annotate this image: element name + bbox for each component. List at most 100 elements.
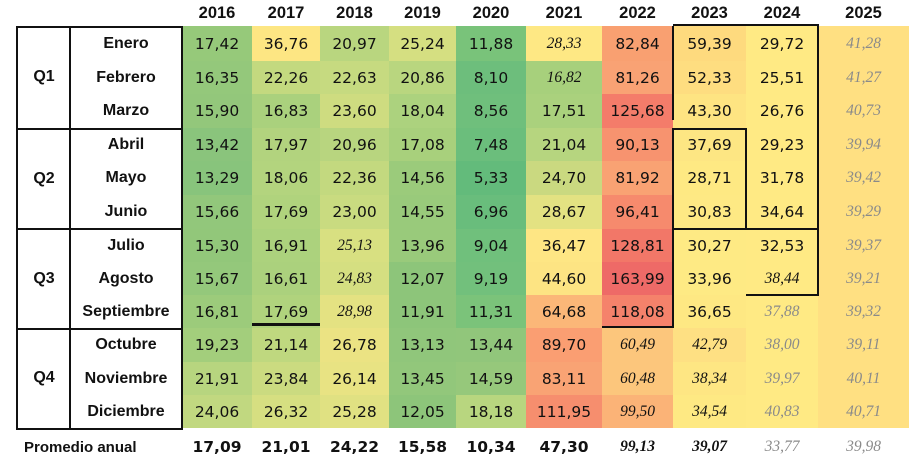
value-cell: 17,69	[252, 295, 320, 328]
highlight-lower	[746, 294, 818, 296]
average-value: 10,34	[466, 438, 516, 456]
value-cell: 12,05	[389, 395, 456, 428]
month-label: Julio	[107, 236, 145, 254]
value-cell: 163,99	[602, 262, 673, 295]
value-cell: 13,45	[389, 362, 456, 395]
value-cell: 40,11	[818, 362, 909, 395]
value-cell: 13,13	[389, 328, 456, 362]
value-cell: 15,67	[182, 262, 252, 295]
value-cell: 99,50	[602, 395, 673, 428]
value-cell: 20,96	[320, 128, 389, 161]
value-cell: 90,13	[602, 128, 673, 161]
year-header: 2025	[845, 3, 882, 22]
average-value: 47,30	[539, 438, 589, 456]
value-cell: 17,42	[182, 26, 252, 61]
value-cell: 44,60	[526, 262, 602, 295]
value-cell: 96,41	[602, 195, 673, 229]
average-value: 39,98	[846, 438, 881, 455]
value-cell: 8,10	[456, 61, 526, 94]
month-label: Enero	[103, 34, 149, 52]
value-cell: 18,04	[389, 94, 456, 128]
value-cell: 30,27	[673, 229, 746, 262]
value-cell: 28,98	[320, 295, 389, 328]
value-cell: 15,90	[182, 94, 252, 128]
value-cell: 15,30	[182, 229, 252, 262]
year-header: 2019	[404, 3, 441, 22]
value-cell: 6,96	[456, 195, 526, 229]
value-cell: 22,36	[320, 161, 389, 195]
value-cell: 25,13	[320, 229, 389, 262]
value-cell: 39,37	[818, 229, 909, 262]
year-header: 2024	[763, 3, 801, 22]
value-cell: 40,71	[818, 395, 909, 428]
year-header: 2022	[619, 3, 656, 22]
quarter-divider	[16, 228, 182, 230]
value-cell: 33,96	[673, 262, 746, 295]
value-cell: 38,00	[746, 328, 818, 362]
value-cell: 37,69	[673, 128, 746, 161]
value-cell: 59,39	[673, 26, 746, 61]
value-cell: 23,84	[252, 362, 320, 395]
value-cell: 36,47	[526, 229, 602, 262]
emphasis-2017	[252, 323, 320, 326]
value-cell: 17,97	[252, 128, 320, 161]
value-cell: 16,81	[182, 295, 252, 328]
average-value: 21,01	[261, 438, 311, 456]
value-cell: 30,83	[673, 195, 746, 229]
value-cell: 81,26	[602, 61, 673, 94]
value-cell: 22,63	[320, 61, 389, 94]
year-header: 2017	[267, 3, 305, 22]
value-cell: 22,26	[252, 61, 320, 94]
highlight-top	[673, 24, 819, 26]
value-cell: 16,82	[526, 61, 602, 94]
value-cell: 34,64	[746, 195, 818, 229]
value-cell: 16,35	[182, 61, 252, 94]
highlight-left2	[672, 128, 674, 228]
value-cell: 14,56	[389, 161, 456, 195]
average-value: 24,22	[329, 438, 380, 456]
value-cell: 39,32	[818, 295, 909, 328]
value-cell: 24,06	[182, 395, 252, 428]
value-cell: 26,32	[252, 395, 320, 428]
value-cell: 64,68	[526, 295, 602, 328]
value-cell: 125,68	[602, 94, 673, 128]
value-cell: 20,97	[320, 26, 389, 61]
value-cell: 11,88	[456, 26, 526, 61]
value-cell: 13,96	[389, 229, 456, 262]
value-cell: 29,72	[746, 26, 818, 61]
value-cell: 9,04	[456, 229, 526, 262]
value-cell: 16,91	[252, 229, 320, 262]
value-cell: 83,11	[526, 362, 602, 395]
value-cell: 17,08	[389, 128, 456, 161]
value-cell: 39,21	[818, 262, 909, 295]
value-cell: 23,00	[320, 195, 389, 229]
value-cell: 11,31	[456, 295, 526, 328]
month-label: Febrero	[96, 68, 156, 86]
value-cell: 26,76	[746, 94, 818, 128]
highlight-mid	[673, 228, 819, 230]
value-cell: 19,23	[182, 328, 252, 362]
value-cell: 89,70	[526, 328, 602, 362]
value-cell: 38,34	[673, 362, 746, 395]
value-cell: 118,08	[602, 295, 673, 328]
value-cell: 42,79	[673, 328, 746, 362]
value-cell: 38,44	[746, 262, 818, 295]
highlight-left3	[672, 228, 674, 326]
value-cell: 15,66	[182, 195, 252, 229]
value-cell: 60,49	[602, 328, 673, 362]
month-label: Junio	[104, 203, 148, 220]
value-cell: 14,55	[389, 195, 456, 229]
average-value: 17,09	[192, 438, 242, 456]
value-cell: 24,70	[526, 161, 602, 195]
quarter-divider	[16, 328, 182, 330]
value-cell: 52,33	[673, 61, 746, 94]
value-cell: 25,51	[746, 61, 818, 94]
value-cell: 36,76	[252, 26, 320, 61]
value-cell: 39,11	[818, 328, 909, 362]
value-cell: 32,53	[746, 229, 818, 262]
value-cell: 43,30	[673, 94, 746, 128]
value-cell: 81,92	[602, 161, 673, 195]
value-cell: 82,84	[602, 26, 673, 61]
value-cell: 26,14	[320, 362, 389, 395]
year-header: 2016	[198, 3, 236, 22]
